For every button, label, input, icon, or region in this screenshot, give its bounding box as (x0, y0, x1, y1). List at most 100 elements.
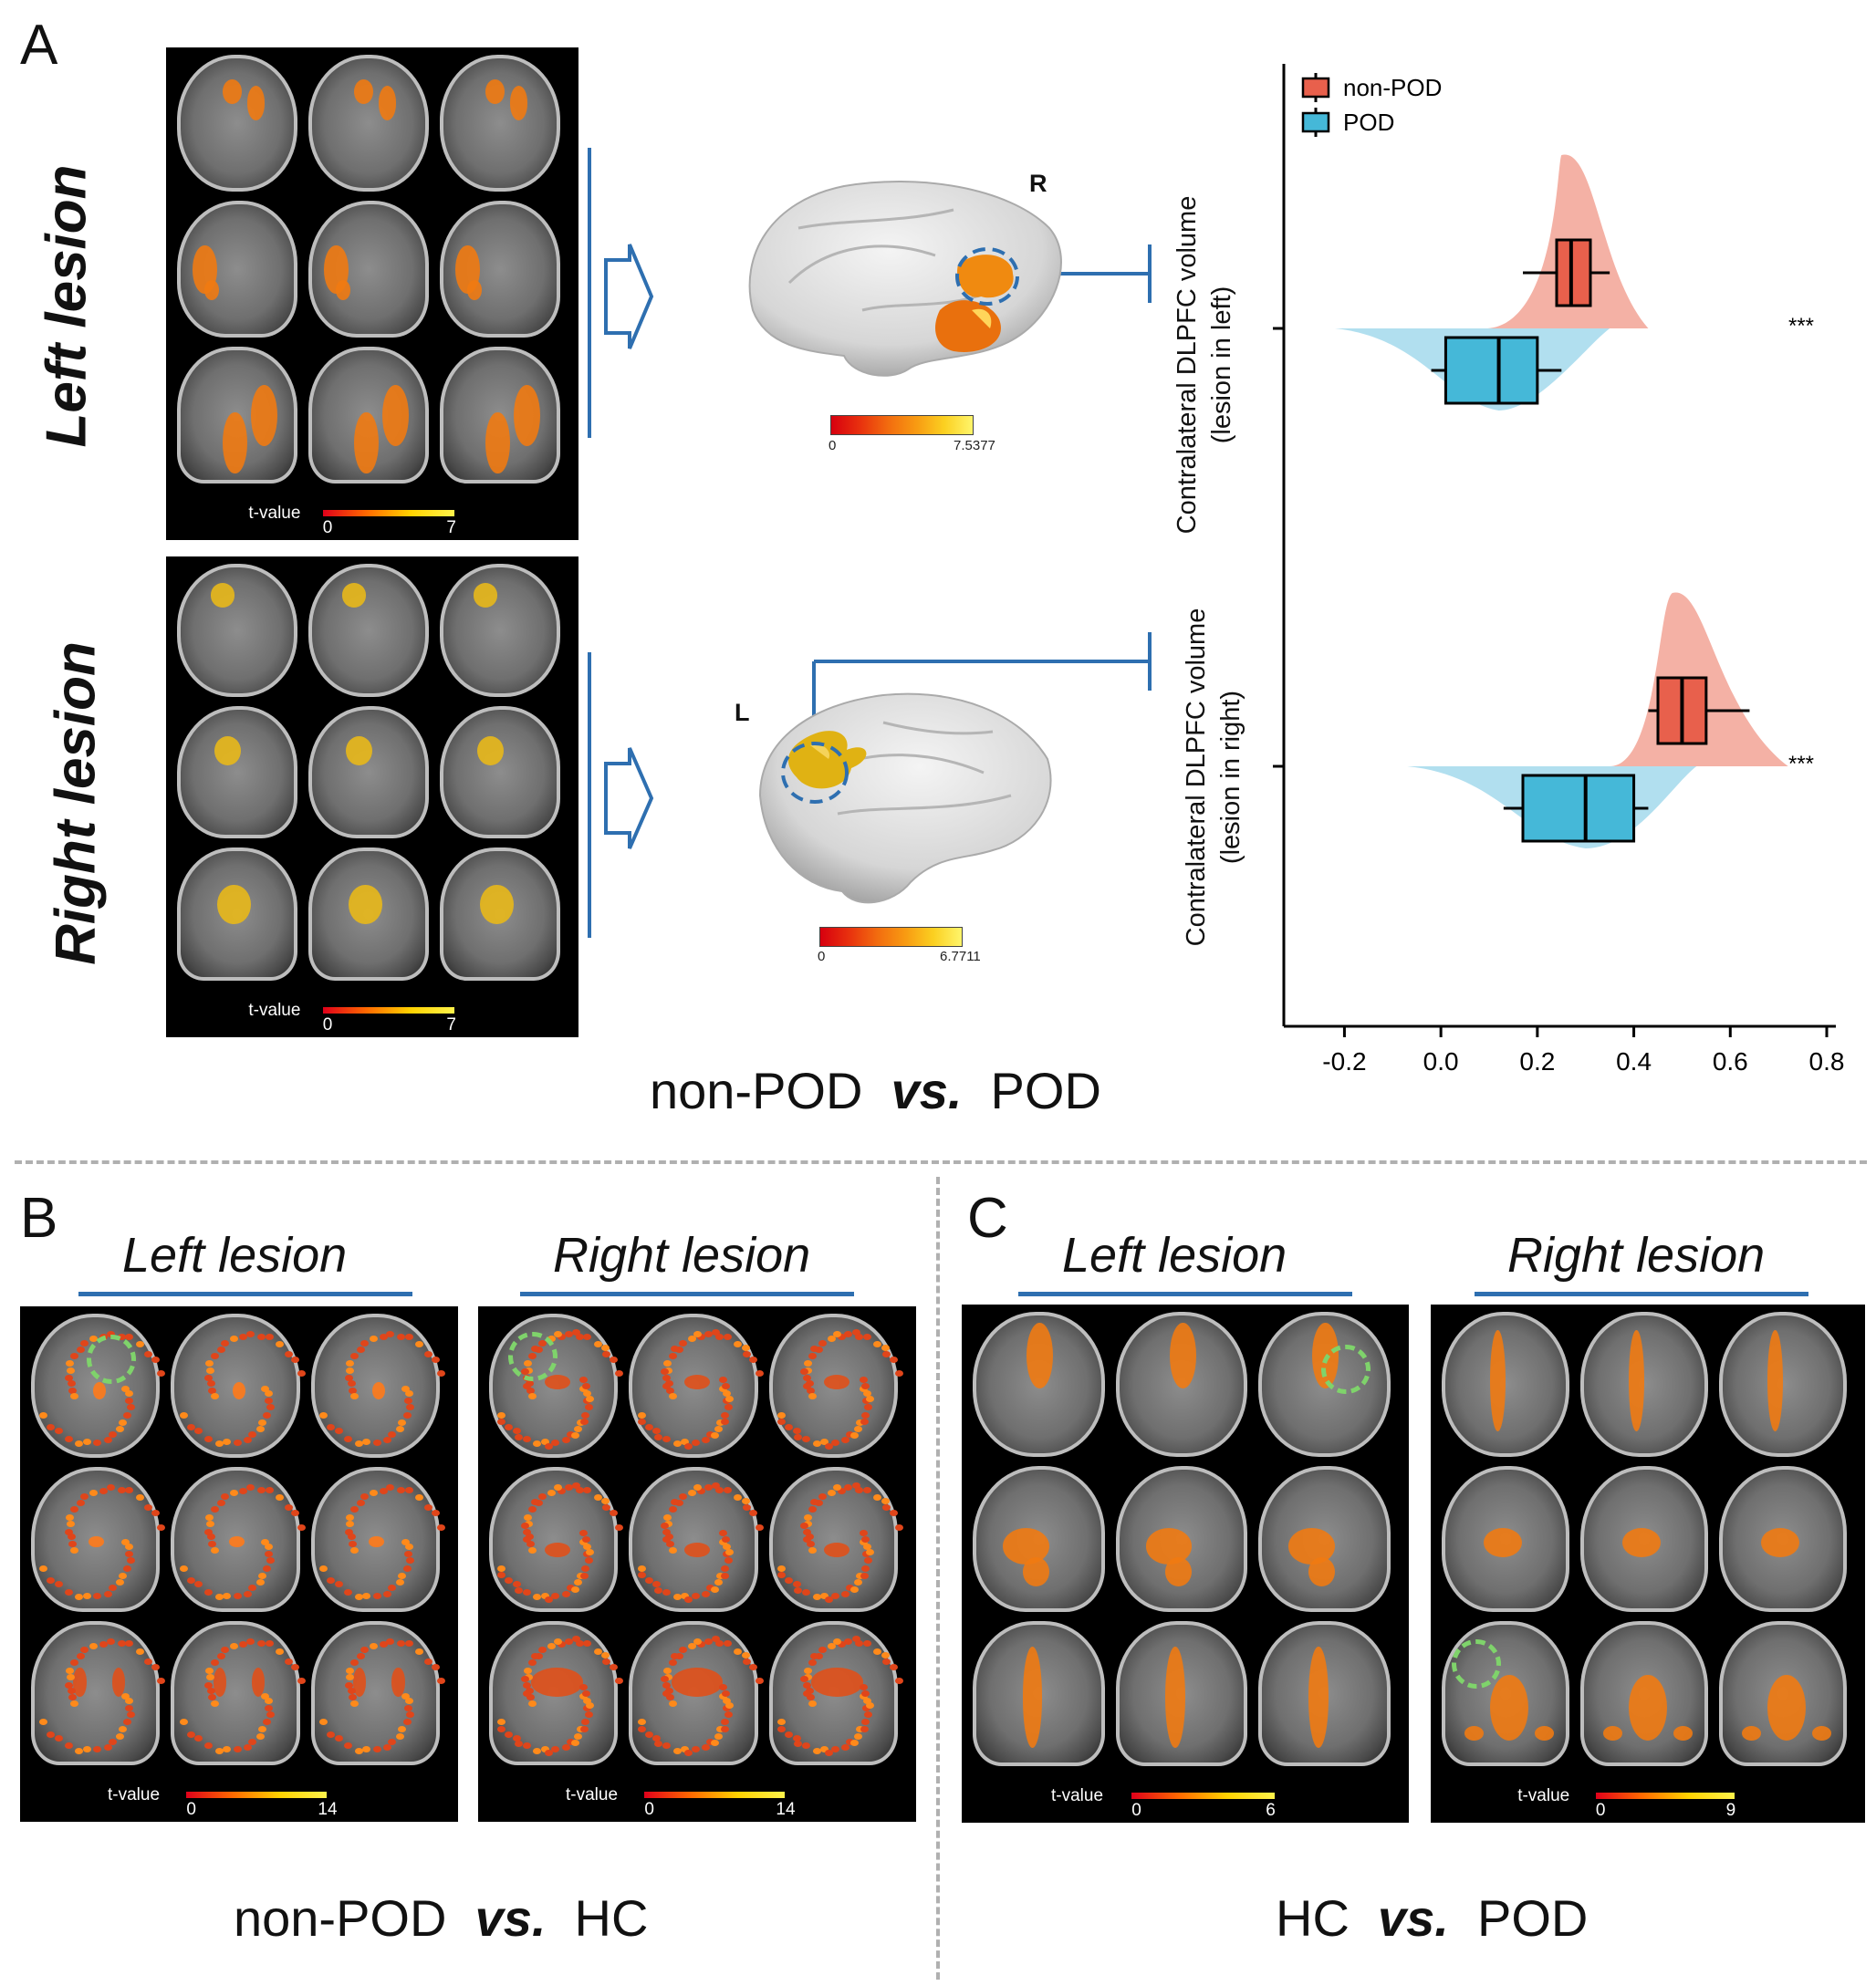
activation-speck (386, 1330, 395, 1337)
activation-speck (831, 1439, 840, 1446)
activation-speck (851, 1636, 860, 1643)
activation-speck (670, 1652, 679, 1659)
activation-speck (348, 1694, 357, 1701)
activation-speck (522, 1382, 531, 1389)
activation-speck (206, 1367, 215, 1374)
activation-speck (706, 1430, 715, 1438)
activation-speck (186, 1423, 195, 1430)
activation-speck (334, 1581, 343, 1588)
activation-speck (553, 1331, 562, 1337)
activation-speck (404, 1551, 413, 1558)
activation-speck (818, 1647, 827, 1654)
activation-speck (749, 1510, 758, 1517)
tvalue-min: 0 (1131, 1801, 1141, 1820)
activation-speck (214, 1594, 224, 1601)
tvalue-colorbar (322, 1007, 455, 1014)
activation-speck (581, 1690, 590, 1697)
activation-speck (194, 1734, 203, 1742)
activation-speck (601, 1344, 610, 1351)
activation-speck (576, 1726, 585, 1733)
activation-blob (232, 1382, 246, 1400)
mri-slice (177, 55, 297, 192)
activation-speck (347, 1380, 356, 1388)
tvalue-min: 0 (322, 518, 333, 537)
activation-speck (118, 1726, 127, 1733)
activation-speck (714, 1640, 724, 1648)
activation-speck (637, 1719, 646, 1726)
activation-speck (261, 1386, 270, 1393)
x-tick-label: 0.6 (1713, 1047, 1748, 1076)
panel-a-left-slices: t-value 0 7 (166, 47, 578, 540)
activation-speck (553, 1638, 562, 1645)
activation-blob (1308, 1556, 1335, 1586)
activation-blob (544, 1375, 570, 1390)
activation-speck (528, 1393, 537, 1400)
activation-speck (755, 1523, 764, 1531)
activation-speck (578, 1377, 588, 1384)
activation-blob (381, 384, 409, 446)
activation-speck (710, 1432, 719, 1440)
activation-speck (528, 1659, 537, 1667)
activation-speck (68, 1694, 77, 1701)
activation-blob (467, 279, 483, 300)
activation-speck (220, 1492, 229, 1500)
activation-speck (860, 1719, 870, 1726)
activation-speck (122, 1565, 131, 1572)
activation-speck (792, 1734, 801, 1742)
activation-speck (401, 1692, 410, 1700)
activation-speck (70, 1506, 79, 1513)
activation-speck (157, 1370, 166, 1378)
activation-speck (64, 1528, 73, 1535)
activation-speck (862, 1544, 871, 1551)
activation-speck (291, 1510, 300, 1517)
activation-speck (844, 1330, 853, 1337)
activation-speck (347, 1534, 356, 1541)
comparison-vs: vs. (474, 1889, 547, 1947)
activation-speck (813, 1594, 822, 1601)
activation-speck (266, 1403, 275, 1410)
activation-speck (785, 1577, 794, 1585)
activation-speck (39, 1565, 48, 1572)
activation-speck (379, 1334, 388, 1341)
activation-speck (644, 1423, 653, 1430)
activation-speck (204, 1528, 214, 1535)
activation-speck (684, 1596, 693, 1603)
x-tick-label: 0.4 (1616, 1047, 1652, 1076)
activation-speck (124, 1389, 133, 1397)
activation-blob (671, 1668, 724, 1697)
activation-speck (846, 1430, 855, 1438)
mri-slice (768, 1620, 903, 1765)
activation-speck (678, 1647, 687, 1654)
x-tick-label: -0.2 (1322, 1047, 1366, 1076)
activation-speck (841, 1437, 850, 1444)
activation-blob (214, 735, 241, 765)
tvalue-colorbar (322, 510, 455, 516)
activation-speck (860, 1419, 869, 1426)
activation-speck (564, 1484, 573, 1492)
activation-speck (833, 1484, 842, 1492)
activation-speck (741, 1344, 750, 1351)
activation-speck (404, 1487, 413, 1494)
activation-speck (551, 1593, 560, 1600)
activation-speck (538, 1647, 547, 1654)
highlight-circle (86, 1335, 136, 1384)
activation-speck (831, 1746, 840, 1753)
activation-speck (124, 1551, 133, 1558)
activation-speck (402, 1565, 412, 1572)
right-lesion-label: Right lesion (44, 641, 108, 965)
activation-speck (697, 1641, 706, 1648)
activation-speck (570, 1740, 579, 1747)
activation-speck (239, 1641, 248, 1648)
activation-speck (360, 1492, 369, 1500)
activation-speck (873, 1340, 882, 1347)
activation-speck (586, 1702, 595, 1710)
mri-slice (973, 1620, 1105, 1766)
activation-speck (70, 1546, 79, 1554)
tvalue-label: t-value (248, 1001, 301, 1020)
activation-speck (401, 1386, 410, 1393)
activation-speck (720, 1419, 729, 1426)
activation-speck (802, 1375, 811, 1382)
activation-speck (297, 1370, 306, 1378)
activation-speck (861, 1690, 870, 1697)
activation-speck (373, 1593, 382, 1600)
